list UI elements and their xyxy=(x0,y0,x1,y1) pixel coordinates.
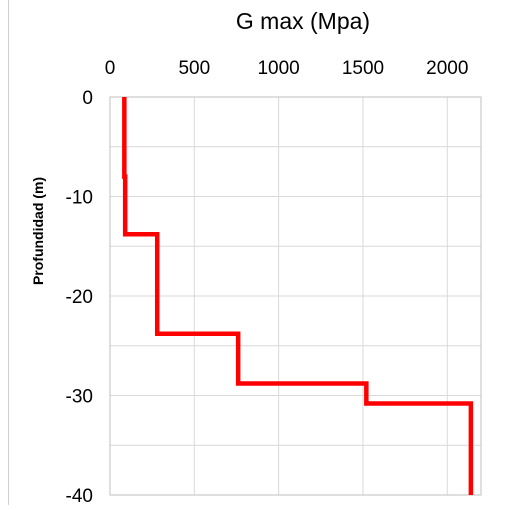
y-axis-label: Profundidad (m) xyxy=(30,177,46,285)
x-tick-label: 0 xyxy=(105,58,116,79)
y-tick-label: -10 xyxy=(66,188,93,209)
chart-title: G max (Mpa) xyxy=(236,8,370,34)
grid xyxy=(110,97,481,495)
y-tick-label: -20 xyxy=(66,287,93,308)
x-axis-ticks: 0 500 1000 1500 2000 xyxy=(105,58,469,79)
y-tick-label: 0 xyxy=(82,88,93,109)
x-tick-label: 500 xyxy=(178,58,210,79)
y-tick-label: -40 xyxy=(66,486,93,505)
x-tick-label: 1000 xyxy=(257,58,299,79)
x-tick-label: 1500 xyxy=(342,58,384,79)
y-tick-label: -30 xyxy=(66,387,93,408)
y-axis-ticks: 0 -10 -20 -30 -40 xyxy=(66,88,93,505)
x-tick-label: 2000 xyxy=(426,58,468,79)
